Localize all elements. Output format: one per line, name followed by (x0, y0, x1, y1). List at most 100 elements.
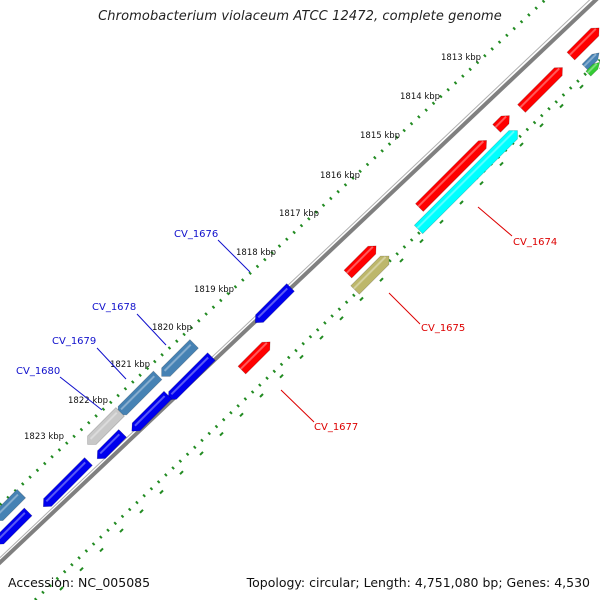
tick-mark (199, 451, 204, 456)
cds-cv1678[interactable] (161, 339, 199, 377)
backbone-highlight (0, 0, 591, 559)
feature-shine (134, 395, 166, 427)
scale-label: 1820 kbp (152, 323, 192, 333)
gene-label-leader (96, 347, 127, 380)
backbone-track (0, 0, 599, 566)
cds-top-steelblue[interactable] (581, 52, 600, 71)
gene-label-cv1679[interactable]: CV_1679 (52, 336, 96, 347)
genome-summary-text: Topology: circular; Length: 4,751,080 bp… (246, 575, 590, 590)
gene-label-cv1676[interactable]: CV_1676 (174, 229, 218, 240)
cds-top-green[interactable] (585, 61, 600, 77)
tick-mark (479, 180, 484, 186)
feature-shine (170, 356, 209, 395)
forward-gene[interactable] (566, 27, 600, 61)
reverse-gene-cv1676[interactable] (254, 283, 295, 324)
gene-label-cv1680[interactable]: CV_1680 (16, 366, 60, 377)
forward-gene-cv1677[interactable] (237, 341, 271, 375)
gene-label-leader (388, 292, 421, 325)
cds-cv1680[interactable] (87, 407, 125, 445)
feature-shine (89, 411, 118, 440)
feature-shine (0, 512, 26, 540)
tick-mark (319, 335, 324, 340)
scale-label: 1817 kbp (279, 209, 319, 219)
tick-mark (379, 277, 384, 282)
scale-label: 1814 kbp (400, 92, 440, 102)
feature-shine (45, 461, 86, 503)
forward-gene-cv1674[interactable] (415, 140, 487, 212)
feature-shine (239, 342, 268, 370)
cds-cv1675[interactable] (350, 255, 390, 295)
cds-left[interactable] (0, 488, 27, 521)
scale-labels: 1813 kbp 1814 kbp 1815 kbp 1816 kbp 1817 kbp… (24, 53, 481, 442)
tick-mark (539, 123, 544, 128)
feature-shine (586, 63, 598, 74)
tick-mark (219, 431, 224, 437)
reverse-gene[interactable] (42, 457, 93, 508)
scale-label: 1813 kbp (441, 53, 481, 63)
scale-label: 1815 kbp (360, 131, 400, 141)
tick-mark (419, 238, 424, 244)
tick-mark (519, 142, 524, 147)
scale-label: 1821 kbp (110, 360, 150, 370)
gene-label-leader (217, 239, 251, 273)
tick-mark (299, 354, 304, 360)
tick-mark (59, 586, 64, 591)
scale-label: 1822 kbp (68, 396, 108, 406)
tick-mark (179, 470, 184, 475)
map-title: Chromobacterium violaceum ATCC 12472, co… (98, 9, 502, 24)
feature-tracks[interactable] (0, 27, 600, 545)
gene-label-cv1677[interactable]: CV_1677 (314, 422, 358, 433)
tick-mark (99, 547, 104, 553)
forward-gene[interactable] (492, 115, 510, 133)
reverse-gene[interactable] (131, 390, 173, 432)
feature-shine (416, 130, 515, 229)
feature-shine (163, 343, 192, 372)
scale-label: 1823 kbp (24, 432, 64, 442)
tick-mark (579, 84, 584, 89)
tick-mark (159, 489, 164, 495)
feature-shine (519, 67, 560, 109)
forward-gene[interactable] (517, 67, 563, 113)
tick-mark (559, 103, 564, 109)
feature-shine (583, 53, 597, 67)
accession-text: Accession: NC_005085 (8, 575, 151, 590)
scale-label: 1818 kbp (236, 248, 276, 258)
feature-shine (494, 115, 507, 128)
scale-label: 1819 kbp (194, 285, 234, 295)
tick-mark (239, 412, 244, 418)
gene-label-leader (477, 206, 513, 237)
feature-shine (353, 256, 387, 290)
reverse-gene[interactable] (0, 507, 33, 545)
feature-shine (99, 433, 121, 455)
feature-shine (568, 28, 597, 56)
tick-mark (279, 373, 284, 379)
tick-mark (359, 296, 364, 302)
tick-mark (339, 316, 344, 321)
tick-mark (79, 566, 84, 572)
gene-label-cv1678[interactable]: CV_1678 (92, 302, 136, 313)
gene-label-cv1675[interactable]: CV_1675 (421, 323, 465, 334)
tick-mark (499, 161, 504, 167)
tick-mark (259, 393, 264, 398)
scale-ticks (59, 67, 600, 591)
tick-mark (399, 258, 404, 263)
feature-shine (417, 140, 485, 208)
gene-label-leader (59, 376, 103, 411)
tick-mark (139, 509, 144, 514)
tick-mark (459, 200, 464, 205)
tick-mark (439, 219, 444, 225)
gene-labels[interactable]: CV_1674 CV_1675 CV_1677 CV_1676 CV_1678 CV_16… (16, 206, 557, 433)
reverse-gene[interactable] (96, 429, 127, 460)
feature-shine (0, 493, 19, 514)
forward-gene[interactable] (343, 245, 377, 279)
feature-shine (345, 246, 374, 274)
gene-label-leader (280, 389, 315, 423)
outer-dot-track (0, 0, 547, 507)
gene-label-cv1674[interactable]: CV_1674 (513, 237, 557, 248)
backbone-line (0, 0, 599, 566)
cds-cv1674[interactable] (413, 130, 518, 235)
feature-shine (120, 375, 155, 411)
